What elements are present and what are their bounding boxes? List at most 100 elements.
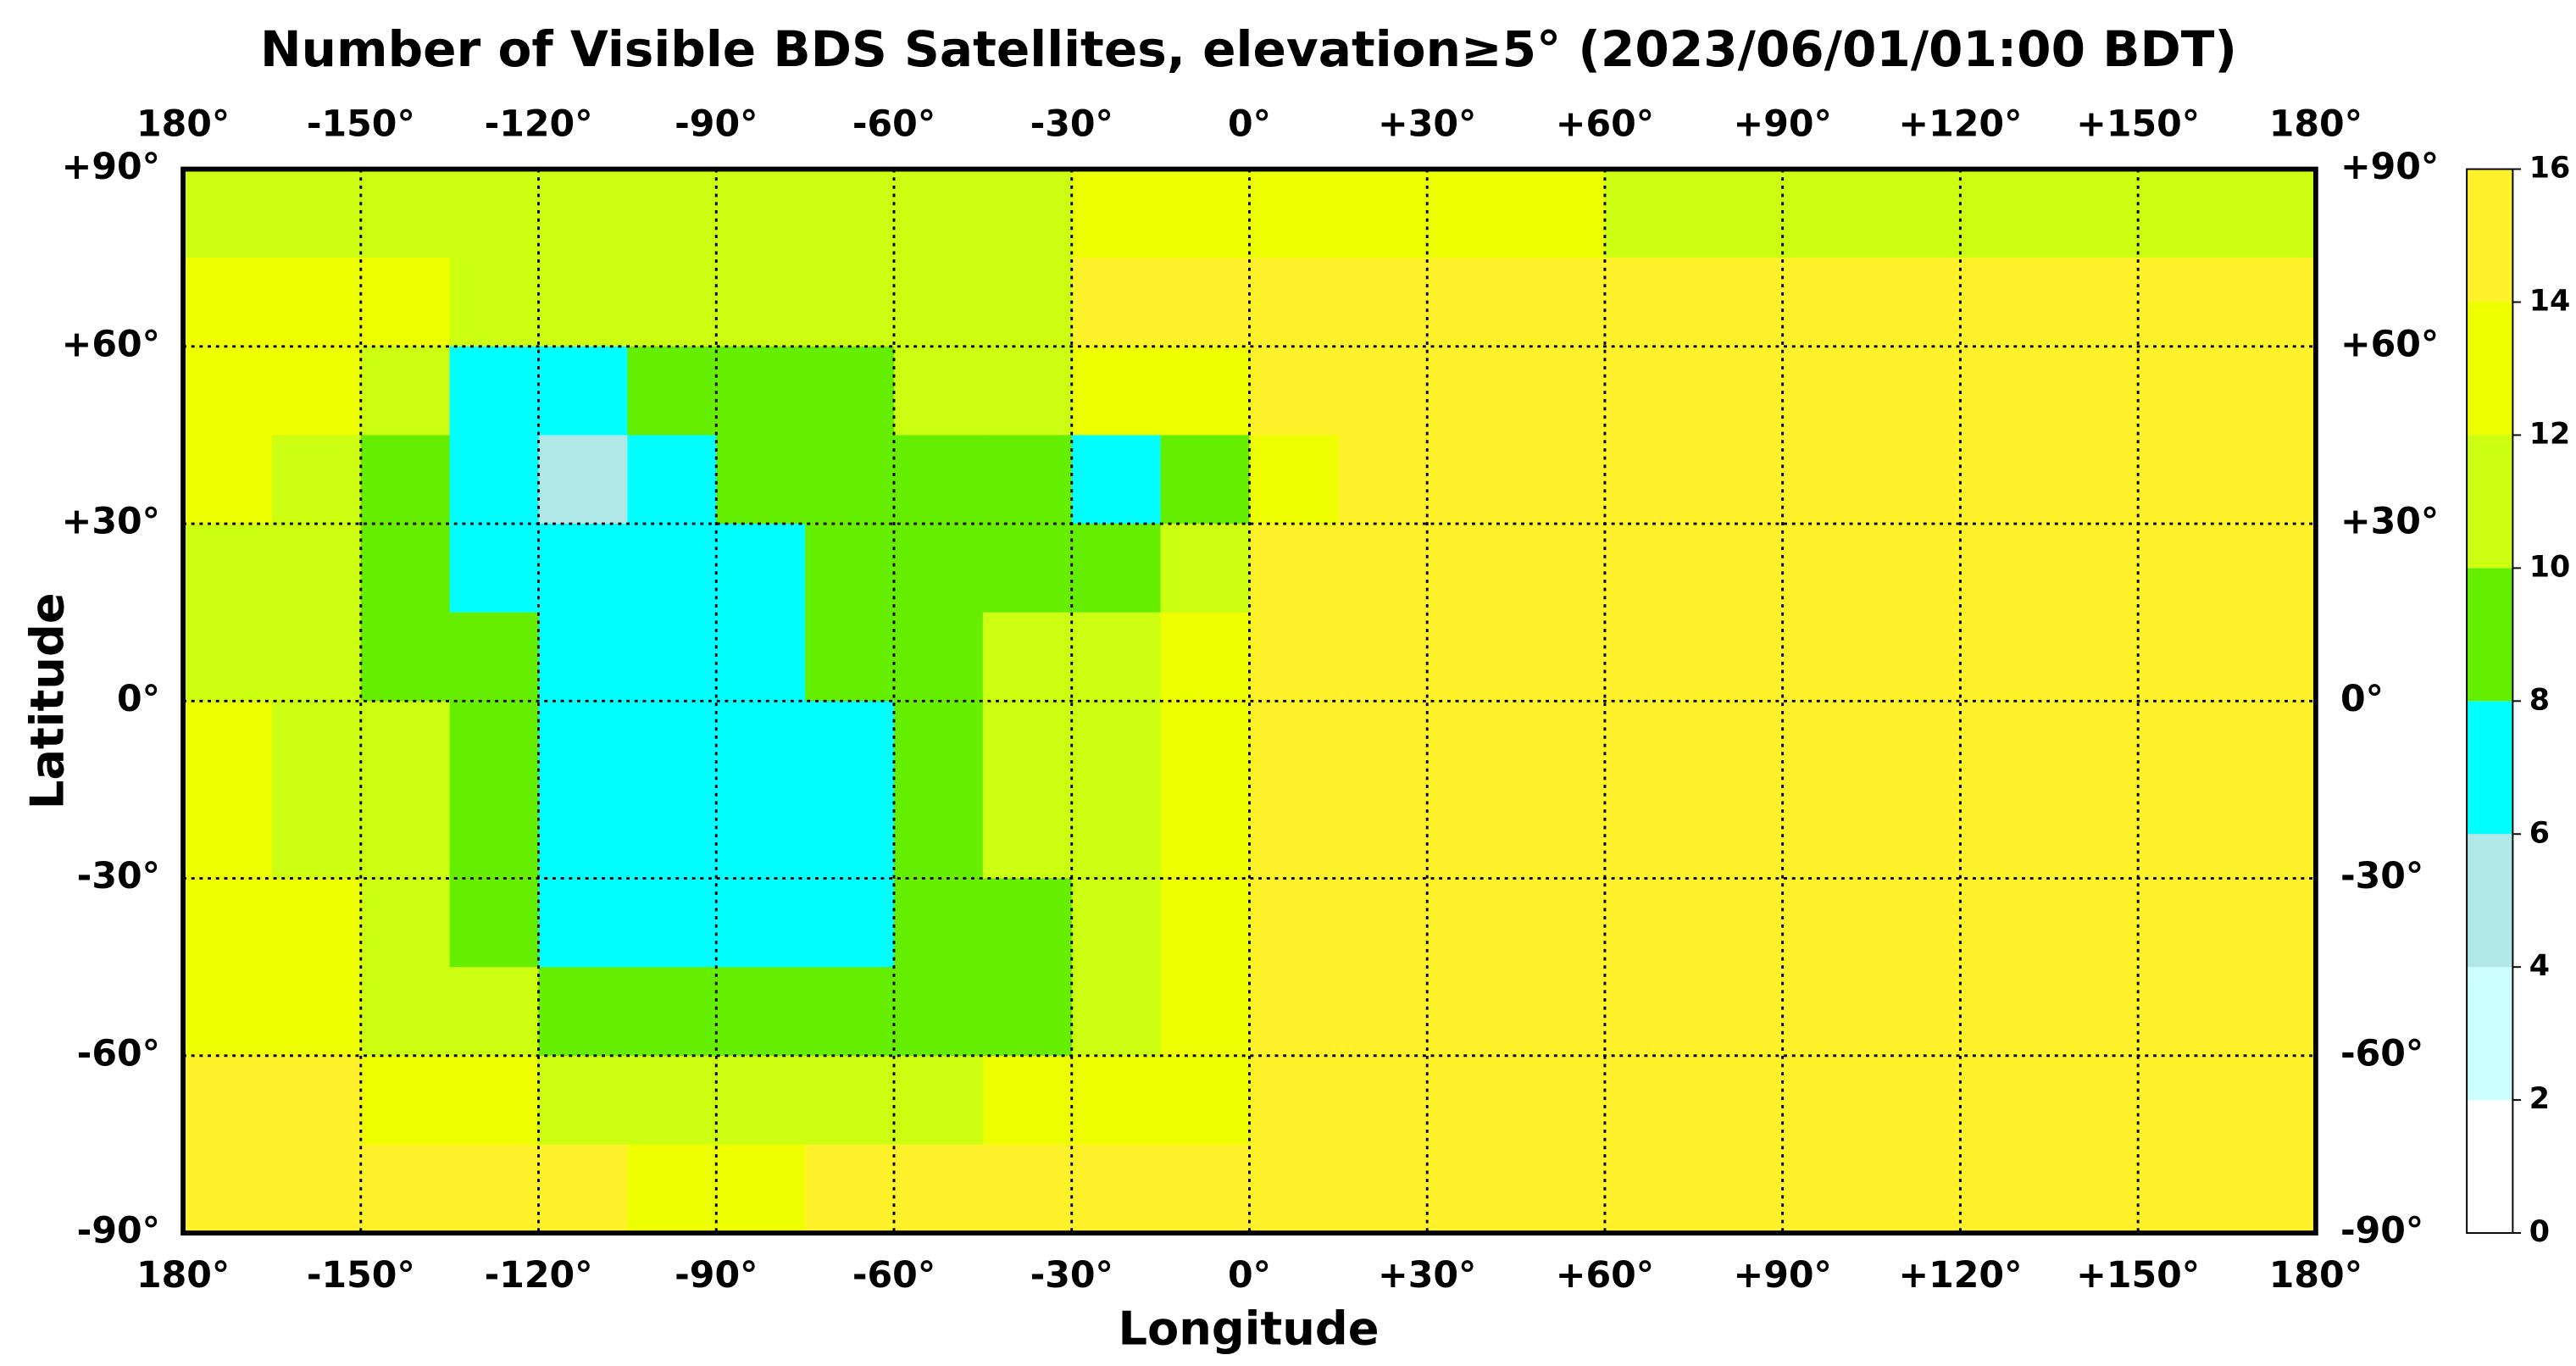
map-cell xyxy=(1782,435,1873,525)
map-cell xyxy=(1160,612,1251,702)
map-cell xyxy=(894,524,984,614)
map-cell xyxy=(1338,524,1429,614)
map-cell xyxy=(1338,967,1429,1057)
map-cell xyxy=(2227,1055,2317,1146)
map-cell xyxy=(1338,346,1429,436)
map-cell xyxy=(183,1055,273,1146)
map-cell xyxy=(1427,169,1518,259)
map-cell xyxy=(1427,1055,1518,1146)
y-tick-label-left: 0° xyxy=(117,678,160,720)
x-tick-label-bottom: -150° xyxy=(307,1254,415,1297)
map-cell xyxy=(894,878,984,969)
map-cell xyxy=(1071,169,1162,259)
map-frame xyxy=(180,166,2318,1236)
x-tick-label-bottom: +150° xyxy=(2076,1254,2200,1297)
map-cell xyxy=(1960,612,2051,702)
map-cell xyxy=(271,258,362,347)
map-cell xyxy=(449,435,540,525)
map-cell xyxy=(716,612,807,702)
map-cell xyxy=(1960,169,2051,259)
map-cell xyxy=(805,701,895,791)
map-cell xyxy=(1871,1144,1962,1235)
map-cell xyxy=(716,967,807,1057)
map-cell xyxy=(805,789,895,880)
y-axis-label: Latitude xyxy=(20,592,74,809)
x-tick-label-top: +120° xyxy=(1898,103,2022,146)
map-cell xyxy=(1960,524,2051,614)
map-cell xyxy=(716,169,807,259)
colorbar-tick-label: 12 xyxy=(2529,417,2571,451)
map-cell xyxy=(805,967,895,1057)
map-cell xyxy=(360,612,451,702)
map-cell xyxy=(894,701,984,791)
map-cell xyxy=(716,1144,807,1235)
map-cell xyxy=(1338,1055,1429,1146)
map-cell xyxy=(894,612,984,702)
map-cell xyxy=(449,258,540,347)
map-cell xyxy=(2049,524,2140,614)
y-tick-label-right: +30° xyxy=(2340,501,2439,543)
map-cell xyxy=(1871,258,1962,347)
map-cell xyxy=(1427,435,1518,525)
map-cell xyxy=(1604,701,1695,791)
map-cell xyxy=(1871,878,1962,969)
map-cell xyxy=(1782,524,1873,614)
map-cell xyxy=(449,1055,540,1146)
colorbar-tick-label: 4 xyxy=(2529,949,2550,983)
x-tick-label-top: -150° xyxy=(307,103,415,146)
y-tick-label-right: +60° xyxy=(2340,323,2439,365)
map-cell xyxy=(805,1144,895,1235)
map-cell xyxy=(894,258,984,347)
map-cell xyxy=(2049,169,2140,259)
map-cell xyxy=(1427,789,1518,880)
map-cell xyxy=(716,435,807,525)
map-cell xyxy=(1693,524,1784,614)
map-cell xyxy=(2138,346,2228,436)
map-cell xyxy=(805,878,895,969)
map-cell xyxy=(449,701,540,791)
map-cell xyxy=(1427,878,1518,969)
y-tick-label-left: +90° xyxy=(62,146,160,188)
map-cell xyxy=(2049,612,2140,702)
x-tick-label-top: 0° xyxy=(1228,103,1271,146)
map-cell xyxy=(1693,789,1784,880)
map-cell xyxy=(1071,1144,1162,1235)
map-cell xyxy=(627,1055,718,1146)
map-cell xyxy=(449,524,540,614)
map-cell xyxy=(1160,1144,1251,1235)
map-cell xyxy=(1160,435,1251,525)
map-cell xyxy=(538,346,629,436)
map-cell xyxy=(1871,612,1962,702)
map-cell xyxy=(538,878,629,969)
map-cell xyxy=(805,169,895,259)
map-cell xyxy=(2138,1055,2228,1146)
map-cell xyxy=(982,346,1073,436)
map-cell xyxy=(2138,612,2228,702)
y-tick-label-right: -90° xyxy=(2340,1210,2423,1252)
map-cell xyxy=(183,346,273,436)
map-cell xyxy=(805,1055,895,1146)
map-cell xyxy=(894,169,984,259)
map-cell xyxy=(1249,435,1340,525)
y-tick-label-right: 0° xyxy=(2340,678,2384,720)
map-cell xyxy=(627,967,718,1057)
map-cell xyxy=(1871,169,1962,259)
map-cell xyxy=(982,435,1073,525)
map-cell xyxy=(1693,169,1784,259)
map-cell xyxy=(1160,346,1251,436)
x-tick-label-bottom: +60° xyxy=(1556,1254,1654,1297)
map-cell xyxy=(1249,789,1340,880)
map-cell xyxy=(1604,258,1695,347)
map-cell xyxy=(183,1144,273,1235)
y-tick-label-left: -30° xyxy=(77,855,160,897)
map-cell xyxy=(2049,789,2140,880)
map-cell xyxy=(1871,701,1962,791)
map-cell xyxy=(2138,701,2228,791)
map-cell xyxy=(449,967,540,1057)
map-cell xyxy=(1338,1144,1429,1235)
map-cell xyxy=(2227,701,2317,791)
map-cell xyxy=(1160,878,1251,969)
map-cell xyxy=(1160,701,1251,791)
map-cell xyxy=(1338,701,1429,791)
map-cell xyxy=(271,878,362,969)
